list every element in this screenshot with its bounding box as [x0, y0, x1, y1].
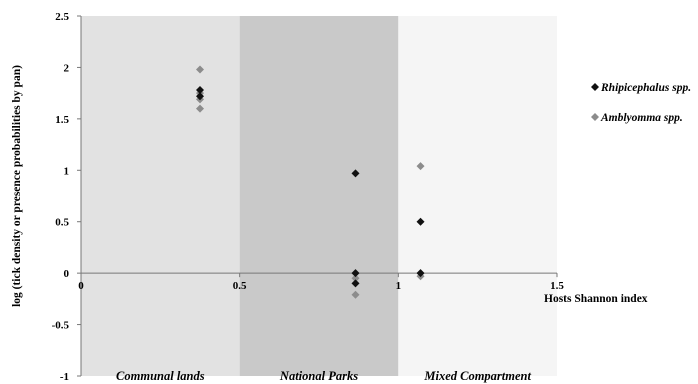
points-layer [196, 65, 425, 299]
x-axis-title: Hosts Shannon index [544, 293, 648, 305]
legend-label-amblyomma: Amblyomma spp. [600, 112, 683, 124]
y-axis-title: log (tick density or presence probabilit… [11, 65, 23, 307]
point-rhipicephalus [196, 86, 204, 95]
region-communal-lands [81, 16, 240, 376]
legend-item-amblyomma: Amblyomma spp. [591, 112, 683, 124]
point-rhipicephalus [416, 217, 425, 226]
point-rhipicephalus [351, 269, 360, 278]
y-tick-label: -0.5 [52, 320, 70, 332]
regions-layer: Communal lands National Parks Mixed Compar… [81, 16, 557, 383]
point-rhipicephalus [196, 92, 204, 101]
legend: Rhipicephalus spp. Amblyomma spp. [591, 82, 691, 124]
x-tick-label: 0 [78, 280, 84, 292]
y-tick-label: 0.5 [55, 217, 69, 229]
legend-marker-rhipicephalus [591, 83, 599, 91]
point-rhipicephalus [351, 169, 360, 178]
point-amblyomma [351, 274, 360, 283]
region-label-national-parks: National Parks [279, 369, 358, 383]
legend-item-rhipicephalus: Rhipicephalus spp. [591, 82, 691, 94]
region-label-mixed-compartment: Mixed Compartment [423, 369, 531, 383]
point-rhipicephalus [416, 269, 425, 278]
axes-layer: 2.5 2 1.5 1 0.5 0 -0.5 -1 0 0.5 1 1.5 [52, 11, 565, 383]
point-amblyomma [416, 162, 425, 171]
legend-marker-amblyomma [591, 113, 599, 121]
region-label-communal-lands: Communal lands [116, 369, 205, 383]
y-tick-label: 1 [64, 165, 70, 177]
y-tick-label: 1.5 [55, 114, 69, 126]
y-tick-label: 2.5 [55, 11, 69, 23]
x-tick-label: 0.5 [233, 280, 247, 292]
y-tick-label: 2 [64, 62, 70, 74]
point-amblyomma [196, 104, 204, 113]
legend-label-rhipicephalus: Rhipicephalus spp. [600, 82, 691, 94]
region-mixed-compartment [398, 16, 557, 376]
point-rhipicephalus [351, 279, 360, 288]
region-national-parks [239, 16, 399, 376]
x-tick-label: 1 [396, 280, 402, 292]
point-amblyomma [351, 290, 360, 299]
y-tick-label: -1 [60, 371, 69, 383]
x-tick-label: 1.5 [550, 280, 564, 292]
point-amblyomma [196, 65, 204, 74]
y-tick-label: 0 [64, 268, 70, 280]
